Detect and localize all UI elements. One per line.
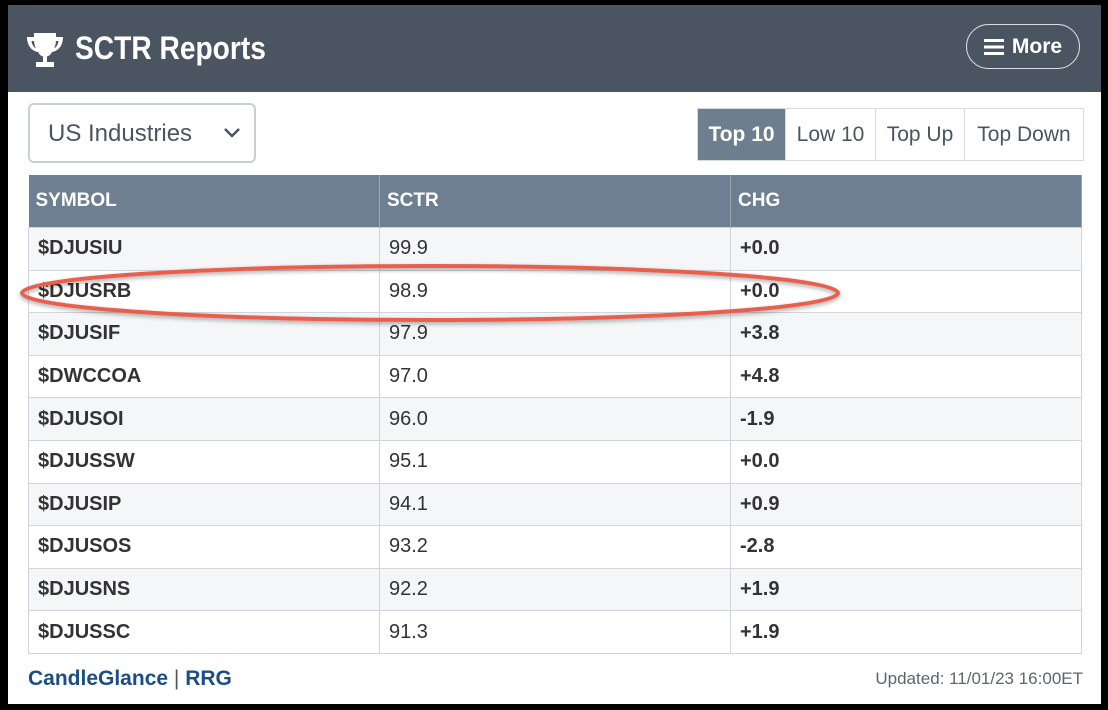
table-row: $DWCCOA 97.0 +4.8 (28, 354, 1082, 399)
sctr-cell: 91.3 (379, 610, 731, 654)
change-cell: +0.0 (730, 227, 1082, 271)
table-row: $DJUSSC 91.3 +1.9 (28, 610, 1082, 654)
table-row: $DJUSIF 97.9 +3.8 (28, 312, 1082, 356)
sctr-cell: 96.0 (379, 397, 731, 441)
table-row: $DJUSIP 94.1 +0.9 (28, 482, 1082, 527)
sctr-cell: 94.1 (379, 482, 731, 527)
symbol-cell[interactable]: $DJUSIU (28, 227, 380, 271)
candleglance-link[interactable]: CandleGlance (28, 667, 169, 690)
change-cell: +0.0 (730, 439, 1082, 484)
change-cell: +3.8 (730, 312, 1082, 356)
table-row: $DJUSOS 93.2 -2.8 (28, 525, 1082, 569)
column-header: SCTR (379, 175, 731, 228)
change-cell: +4.8 (730, 354, 1082, 399)
table-row: $DJUSRB 98.9 +0.0 (28, 269, 1082, 314)
table-row: $DJUSNS 92.2 +1.9 (28, 567, 1082, 612)
rrg-link[interactable]: RRG (185, 667, 232, 690)
symbol-cell[interactable]: $DJUSIF (28, 312, 380, 356)
tab[interactable]: Low 10 (785, 109, 875, 160)
footer-links: CandleGlance | RRG (28, 667, 232, 691)
header: SCTR Reports More (8, 5, 1101, 92)
header-row: SYMBOL SCTR CHG (28, 175, 1082, 228)
column-header: SYMBOL (28, 175, 380, 228)
change-cell: +1.9 (730, 567, 1082, 612)
change-cell: +0.9 (730, 482, 1082, 527)
tabs: Top 10 Low 10 Top Up Top Down (697, 108, 1084, 161)
updated-time: Updated: 11/01/23 16:00ET (875, 669, 1083, 688)
sctr-cell: 95.1 (379, 439, 731, 484)
change-cell: +0.0 (730, 269, 1082, 314)
symbol-cell[interactable]: $DJUSNS (28, 567, 380, 612)
separator: | (173, 667, 180, 690)
tab[interactable]: Top Down (964, 109, 1083, 160)
sctr-cell: 97.9 (379, 312, 731, 356)
sctr-cell: 93.2 (379, 525, 731, 569)
sctr-cell: 99.9 (379, 227, 731, 271)
symbol-cell[interactable]: $DJUSOI (28, 397, 380, 441)
title: SCTR Reports (75, 30, 266, 66)
chevron (224, 128, 240, 138)
sctr-table: SYMBOL SCTR CHG $DJUSIU 99.9 +0.0 $DJUSRB 98.9… (28, 175, 1082, 654)
change-cell: -2.8 (730, 525, 1082, 569)
table-body: $DJUSIU 99.9 +0.0 $DJUSRB 98.9 +0.0 $DJUSIF 97.… (28, 227, 1082, 654)
group-dropdown[interactable]: US Industries (28, 103, 256, 163)
symbol-cell[interactable]: $DJUSSW (28, 439, 380, 484)
tab[interactable]: Top Up (875, 109, 964, 160)
trophy-icon (27, 33, 63, 67)
more-label: More (1011, 34, 1063, 58)
table-row: $DJUSOI 96.0 -1.9 (28, 397, 1082, 441)
symbol-cell[interactable]: $DJUSRB (28, 269, 380, 314)
symbol-cell[interactable]: $DJUSIP (28, 482, 380, 527)
symbol-cell[interactable]: $DWCCOA (28, 354, 380, 399)
widget: SCTR Reports More US Industries Top 10 Lo… (8, 5, 1101, 704)
change-cell: -1.9 (730, 397, 1082, 441)
change-cell: +1.9 (730, 610, 1082, 654)
sctr-cell: 98.9 (379, 269, 731, 314)
symbol-cell[interactable]: $DJUSSC (28, 610, 380, 654)
sctr-cell: 92.2 (379, 567, 731, 612)
table-row: $DJUSIU 99.9 +0.0 (28, 227, 1082, 271)
more-button[interactable]: More (966, 24, 1080, 69)
table-row: $DJUSSW 95.1 +0.0 (28, 439, 1082, 484)
symbol-cell[interactable]: $DJUSOS (28, 525, 380, 569)
sctr-cell: 97.0 (379, 354, 731, 399)
menu-icon (983, 38, 1004, 55)
dropdown-label: US Industries (48, 120, 193, 147)
column-header: CHG (730, 175, 1082, 228)
tab[interactable]: Top 10 (698, 109, 785, 160)
